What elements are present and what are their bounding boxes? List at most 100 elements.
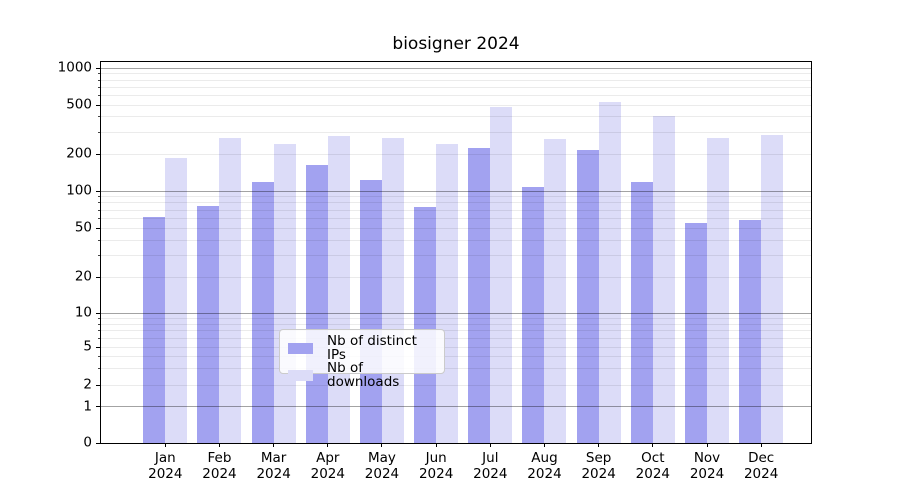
gridline-minor <box>101 330 811 332</box>
y-tick-mark-minor <box>98 73 100 75</box>
y-tick-mark <box>96 442 100 444</box>
legend-swatch-distinct-ips <box>288 343 313 354</box>
gridline-minor <box>101 323 811 325</box>
bar-downloads-dec <box>761 134 784 443</box>
legend-item-distinct-ips: Nb of distinct IPs <box>288 333 436 363</box>
x-tick-mark <box>598 443 600 447</box>
x-tick-label-jan: Jan 2024 <box>148 450 183 482</box>
y-tick-mark-minor <box>98 94 100 96</box>
x-tick-label-sep: Sep 2024 <box>581 450 616 482</box>
gridline-minor <box>101 202 811 204</box>
y-tick-mark <box>96 384 100 386</box>
x-tick-label-jun: Jun 2024 <box>418 450 454 482</box>
x-tick-mark <box>164 443 166 447</box>
x-tick-mark <box>760 443 762 447</box>
x-tick-label-mar: Mar 2024 <box>256 450 291 482</box>
gridline-minor <box>101 384 811 386</box>
y-tick-mark <box>96 153 100 155</box>
gridline-minor <box>101 153 811 155</box>
bar-downloads-may <box>381 137 404 443</box>
gridline-minor <box>101 276 811 278</box>
y-tick-mark-minor <box>98 355 100 357</box>
gridline-minor <box>101 239 811 241</box>
y-tick-mark-minor <box>98 317 100 319</box>
gridline-minor <box>101 209 811 211</box>
y-tick-mark-minor <box>98 323 100 325</box>
bar-downloads-sep <box>598 101 621 443</box>
y-tick-label: 2 <box>83 376 92 393</box>
gridline-minor <box>101 227 811 229</box>
y-tick-mark <box>96 346 100 348</box>
bar-ips-jun <box>414 207 437 443</box>
gridline-minor <box>101 104 811 106</box>
bar-downloads-aug <box>544 138 567 443</box>
x-tick-mark <box>435 443 437 447</box>
gridline-minor <box>101 337 811 339</box>
gridline-minor <box>101 94 811 96</box>
y-tick-mark-minor <box>98 330 100 332</box>
bar-downloads-jan <box>165 157 188 443</box>
gridline-major <box>101 190 811 192</box>
bar-ips-aug <box>522 186 545 443</box>
y-tick-mark-minor <box>98 254 100 256</box>
y-tick-label: 20 <box>74 268 92 285</box>
bar-ips-mar <box>251 181 274 443</box>
bar-ips-dec <box>739 220 762 443</box>
gridline-minor <box>101 86 811 88</box>
legend: Nb of distinct IPs Nb of downloads <box>279 329 445 388</box>
x-tick-label-aug: Aug 2024 <box>527 450 562 482</box>
x-tick-label-oct: Oct 2024 <box>635 450 670 482</box>
y-tick-mark <box>96 276 100 278</box>
gridline-major <box>101 67 811 69</box>
gridline-minor <box>101 367 811 369</box>
y-tick-label: 1 <box>83 397 92 414</box>
bar-ips-may <box>359 179 382 443</box>
y-tick-label: 500 <box>66 96 92 113</box>
bar-ips-jul <box>468 148 491 443</box>
y-tick-mark <box>96 312 100 314</box>
y-tick-mark-minor <box>98 239 100 241</box>
x-tick-label-jul: Jul 2024 <box>473 450 508 482</box>
bar-ips-apr <box>305 165 328 443</box>
bar-downloads-mar <box>273 144 296 443</box>
gridline-minor <box>101 131 811 133</box>
bar-ips-nov <box>685 222 707 443</box>
gridline-minor <box>101 355 811 357</box>
y-tick-mark-minor <box>98 337 100 339</box>
legend-swatch-downloads <box>288 370 313 381</box>
gridline-minor <box>101 254 811 256</box>
y-tick-mark-minor <box>98 116 100 118</box>
x-tick-label-nov: Nov 2024 <box>689 450 725 482</box>
gridline-major <box>101 406 811 408</box>
bar-downloads-jul <box>490 106 513 443</box>
y-tick-mark-minor <box>98 202 100 204</box>
x-tick-mark <box>381 443 383 447</box>
bar-downloads-jun <box>436 144 459 443</box>
y-tick-mark <box>96 227 100 229</box>
legend-label-distinct-ips: Nb of distinct IPs <box>327 333 417 363</box>
y-tick-mark-minor <box>98 367 100 369</box>
x-tick-mark <box>218 443 220 447</box>
bar-downloads-apr <box>327 135 350 443</box>
x-tick-mark <box>327 443 329 447</box>
legend-item-downloads: Nb of downloads <box>288 361 436 389</box>
gridline-major <box>101 312 811 314</box>
y-tick-label: 50 <box>74 219 92 236</box>
gridline-minor <box>101 79 811 81</box>
y-tick-mark-minor <box>98 196 100 198</box>
y-tick-label: 10 <box>74 304 92 321</box>
gridline-minor <box>101 116 811 118</box>
y-tick-mark <box>96 406 100 408</box>
x-tick-mark <box>273 443 275 447</box>
y-tick-mark-minor <box>98 209 100 211</box>
y-tick-mark <box>96 67 100 69</box>
bar-downloads-feb <box>219 138 242 443</box>
gridline-minor <box>101 346 811 348</box>
bar-ips-jan <box>143 216 166 443</box>
x-tick-mark <box>489 443 491 447</box>
y-tick-mark-minor <box>98 217 100 219</box>
bar-ips-sep <box>576 149 599 443</box>
y-tick-label: 100 <box>66 182 92 199</box>
bar-downloads-nov <box>707 137 729 443</box>
